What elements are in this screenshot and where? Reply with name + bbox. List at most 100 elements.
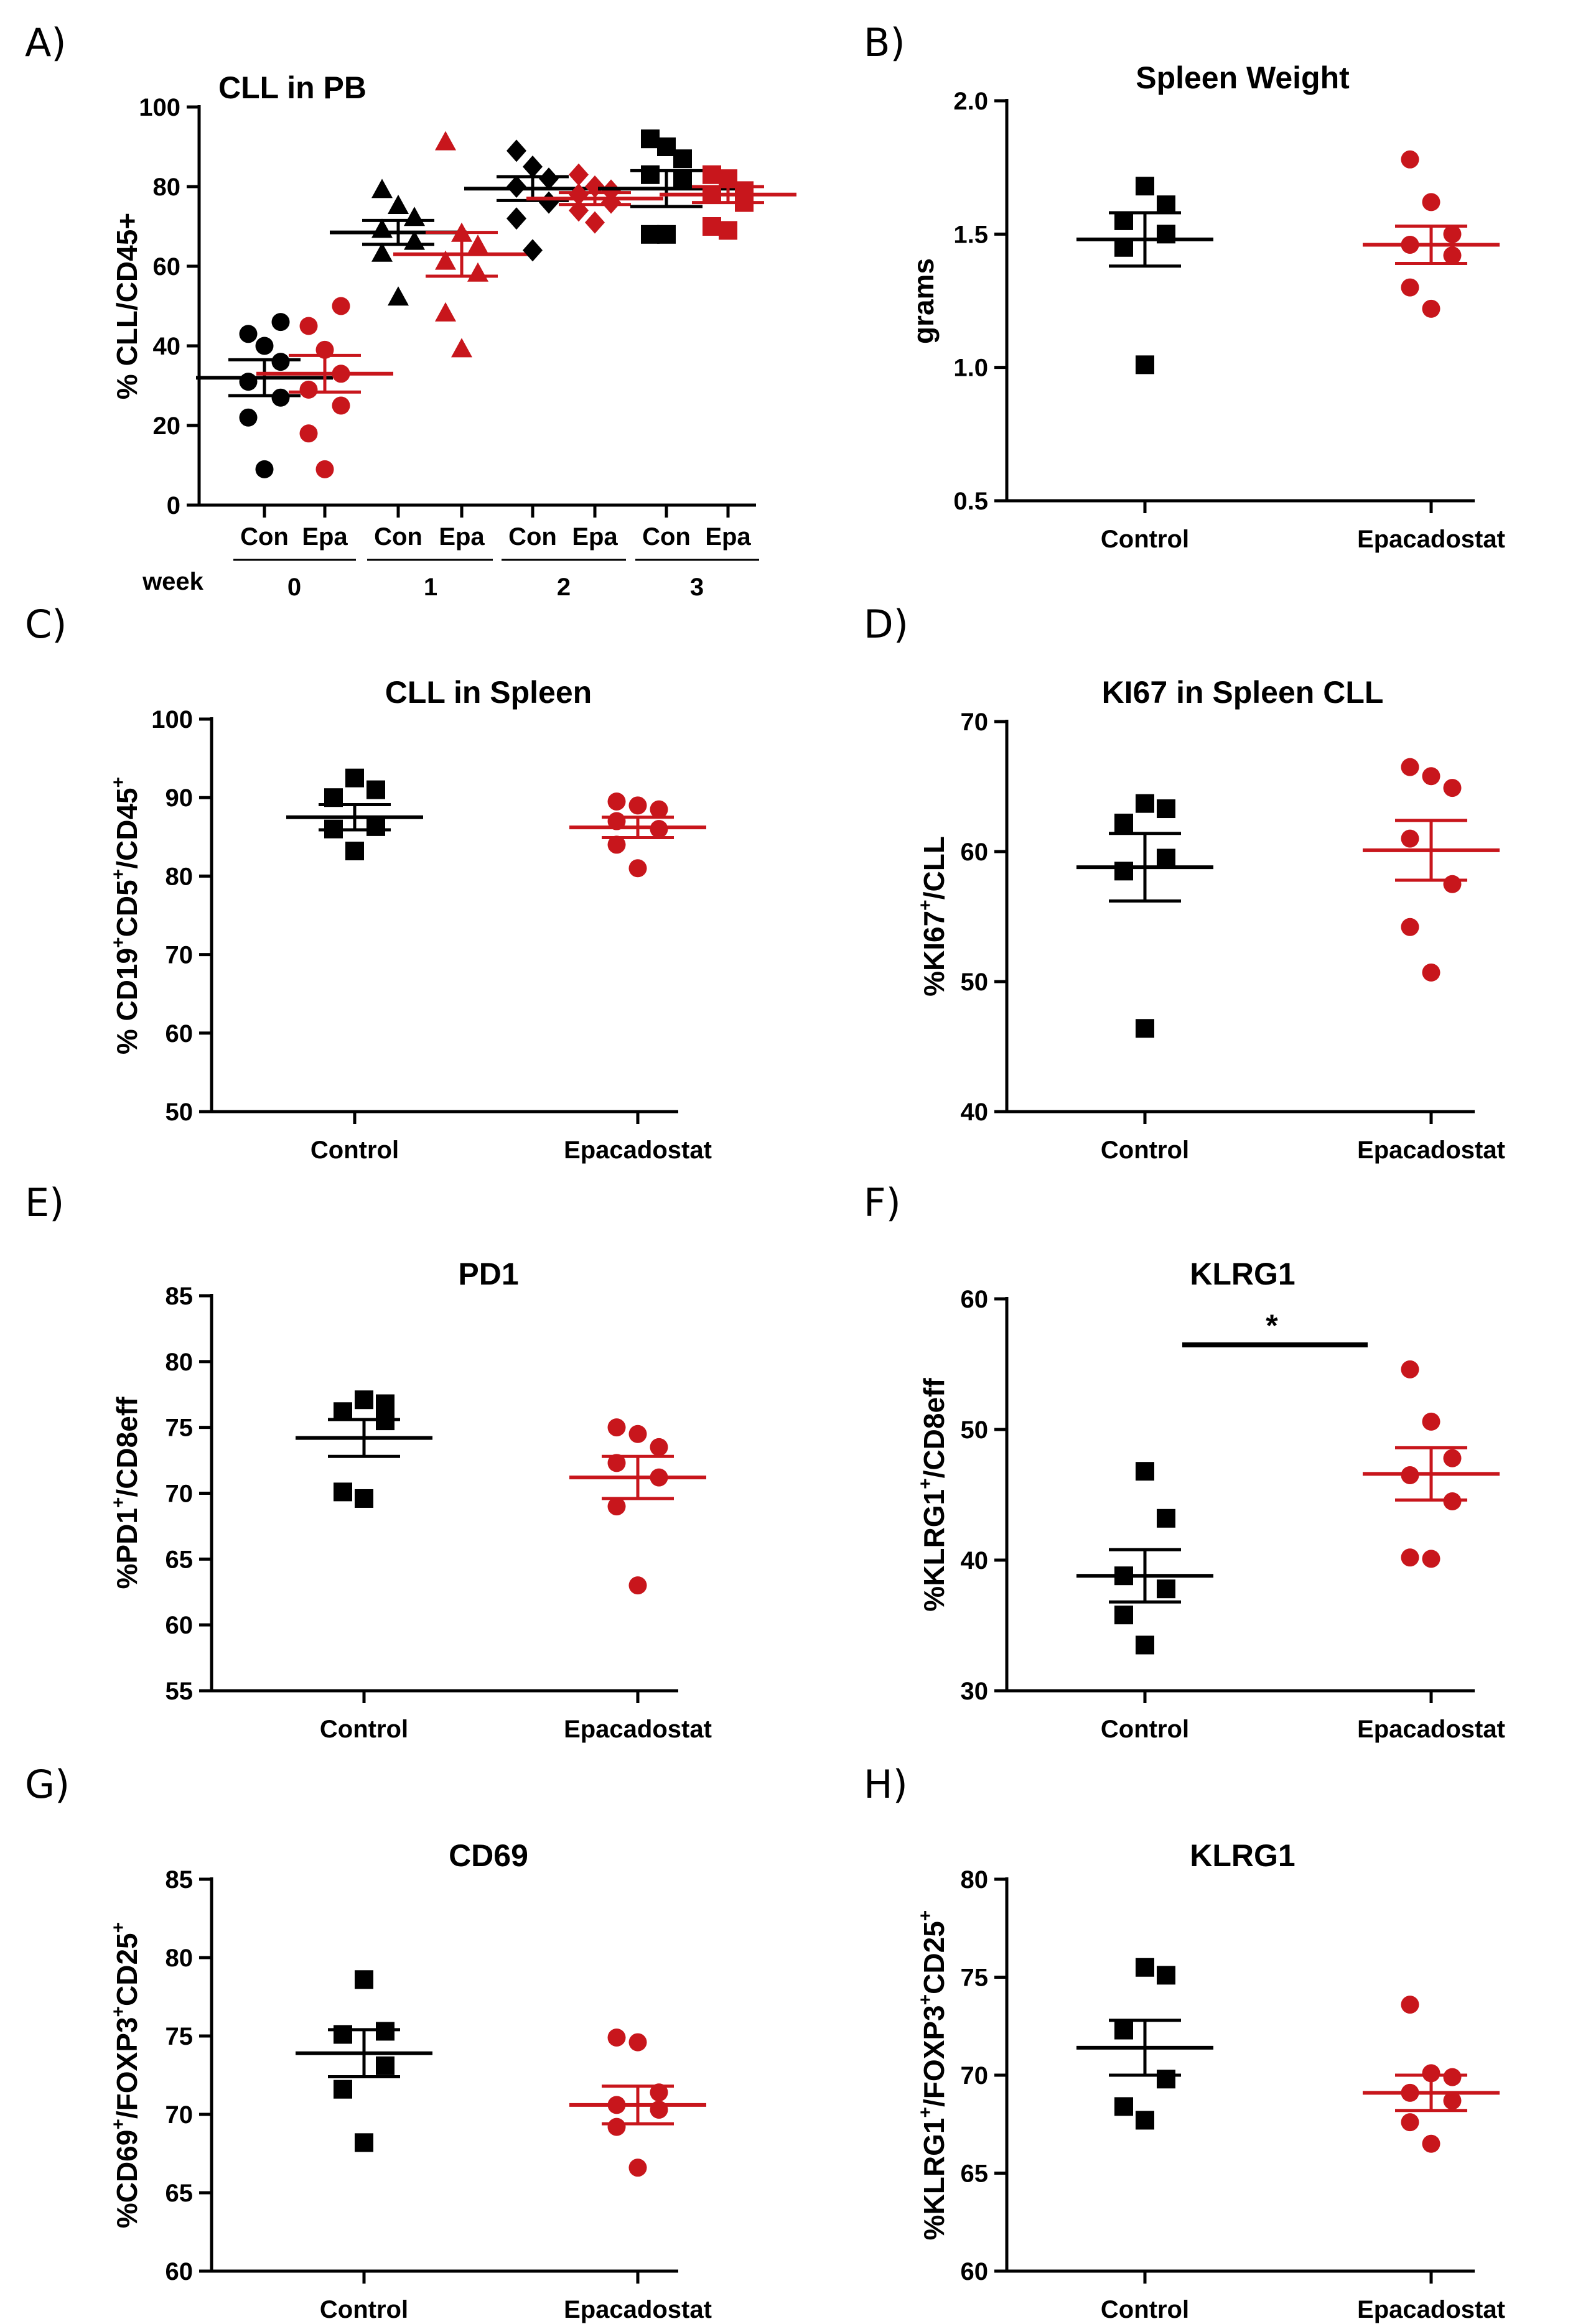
data-point	[569, 163, 589, 186]
y-tick-label: 75	[166, 2023, 194, 2050]
panel-b: B) Spleen Weight grams 0.5 1.0 1.5 2.0 Control E…	[864, 20, 1505, 553]
data-point	[650, 820, 668, 839]
group-control: Control	[1076, 794, 1213, 1164]
chart-title: PD1	[458, 1257, 518, 1291]
data-point	[628, 2033, 647, 2052]
data-point	[650, 2083, 668, 2102]
data-point	[239, 373, 258, 391]
x-tick-label: Epa	[302, 523, 348, 551]
data-point	[703, 217, 721, 236]
x-tick-label: Control	[310, 1136, 399, 1164]
data-point	[404, 230, 425, 250]
y-tick-label: 60	[961, 1286, 989, 1313]
panel-label: F)	[864, 1180, 901, 1225]
data-point	[569, 199, 589, 222]
y-axis-title-superscript: +	[108, 777, 129, 788]
data-point	[607, 2029, 626, 2047]
data-point	[355, 1489, 373, 1508]
data-point	[607, 835, 626, 854]
data-point	[628, 796, 647, 815]
data-point	[371, 218, 393, 238]
significance-marker: *	[1266, 1308, 1278, 1343]
y-tick-label: 0.5	[953, 488, 988, 515]
data-point	[239, 408, 258, 427]
data-point	[1114, 238, 1133, 257]
group-epa-week-2: Epa	[526, 163, 663, 551]
data-point	[1443, 2068, 1462, 2086]
panel-label: A)	[25, 20, 67, 65]
data-point	[1401, 278, 1419, 297]
data-point	[1443, 225, 1462, 243]
y-tick-label: 80	[166, 863, 194, 890]
data-point	[467, 262, 488, 282]
data-point	[657, 225, 676, 244]
data-point	[1157, 1508, 1175, 1528]
group-control: Control	[1076, 1462, 1213, 1743]
data-point	[334, 1402, 352, 1421]
data-point	[523, 239, 543, 262]
data-point	[1422, 1412, 1440, 1431]
data-point	[1157, 2070, 1175, 2089]
week-number: 1	[424, 574, 437, 601]
x-tick-label: Epacadostat	[564, 1716, 712, 1743]
data-point	[376, 2056, 394, 2075]
data-point	[324, 819, 343, 839]
data-point	[1422, 2064, 1440, 2083]
y-tick-label: 100	[139, 94, 180, 121]
data-point	[1443, 2091, 1462, 2110]
data-point	[376, 1394, 394, 1413]
data-point	[507, 207, 526, 230]
y-tick-label: 60	[166, 2258, 194, 2285]
y-tick-label: 65	[961, 2160, 989, 2188]
y-tick-label: 70	[166, 942, 194, 969]
y-axis-title-superscript: +	[108, 869, 129, 880]
data-point	[271, 388, 290, 407]
data-point	[1401, 1996, 1419, 2014]
data-point	[1401, 1548, 1419, 1567]
x-tick-label: Control	[1101, 2296, 1189, 2323]
y-axis-title-part: CD5	[111, 880, 143, 937]
y-tick-label: 60	[166, 1020, 194, 1048]
y-tick-label: 80	[166, 1945, 194, 1972]
y-axis-title-superscript: +	[915, 1994, 936, 2006]
data-point	[1136, 1958, 1154, 1977]
data-point	[1401, 1466, 1419, 1484]
data-point	[1157, 195, 1175, 215]
chart-title: KLRG1	[1190, 1838, 1295, 1873]
panel-label: D)	[864, 602, 908, 647]
panel-label: C)	[25, 602, 67, 647]
y-tick-label: 70	[166, 1480, 194, 1508]
y-axis-title: %KI67+/CLL	[915, 836, 950, 997]
week-label: week	[142, 568, 204, 595]
y-axis-title-part: %PD1	[111, 1508, 143, 1589]
y-axis-title: %KLRG1+/CD8eff	[915, 1378, 950, 1612]
group-control: Control	[1076, 1958, 1213, 2323]
y-tick-label: 75	[961, 1964, 989, 1992]
y-axis-title-part: /FOXP3	[918, 2005, 950, 2107]
y-tick-label: 40	[961, 1547, 989, 1574]
x-tick-label: Con	[374, 523, 423, 551]
data-point	[1136, 1635, 1154, 1655]
data-point	[641, 129, 660, 149]
data-point	[366, 817, 385, 836]
y-axis-title-superscript: +	[915, 899, 936, 911]
data-point	[334, 2025, 352, 2044]
y-tick-label: 1.5	[953, 221, 988, 248]
data-point	[1114, 814, 1133, 833]
chart-title: CLL in Spleen	[385, 675, 592, 710]
data-point	[435, 302, 456, 322]
data-point	[607, 2117, 626, 2136]
data-point	[271, 313, 290, 332]
y-tick-label: 0	[167, 492, 180, 519]
x-tick-label: Control	[1101, 526, 1189, 553]
data-point	[1114, 862, 1133, 881]
y-tick-label: 75	[166, 1415, 194, 1442]
data-point	[451, 338, 472, 358]
data-point	[539, 191, 559, 214]
data-point	[334, 2080, 352, 2099]
y-tick-label: 50	[166, 1099, 194, 1126]
panel-label: H)	[864, 1762, 908, 1807]
y-tick-label: 70	[961, 709, 989, 736]
chart-title: CLL in PB	[218, 70, 366, 105]
y-tick-label: 70	[961, 2062, 989, 2089]
